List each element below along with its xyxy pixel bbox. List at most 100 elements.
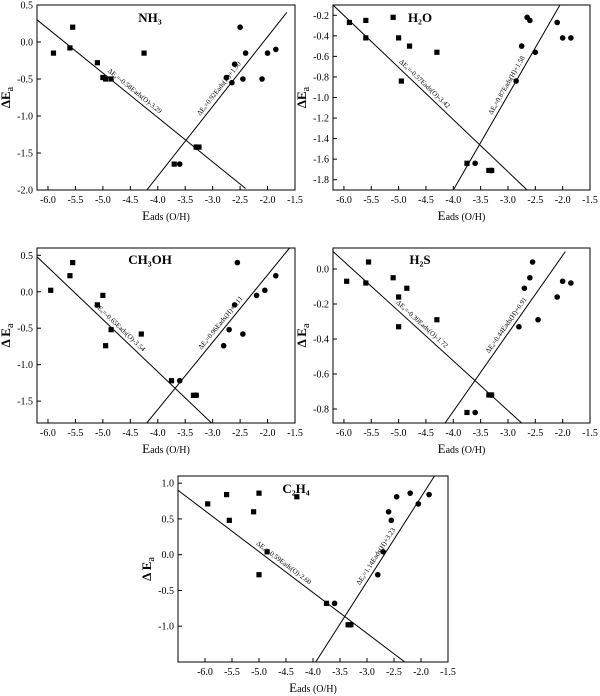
x-tick-label: -4.5 [418,195,434,206]
y-tick-label: -0.4 [313,335,329,346]
x-tick-label: -5.5 [68,428,84,439]
data-point-circle [472,409,478,416]
x-tick-label: -1.5 [582,195,598,206]
data-point-circle [559,278,566,285]
x-tick-label: -2.0 [260,195,276,206]
data-point-circle [518,43,525,49]
y-tick-label: -1.0 [17,360,33,371]
x-axis-label: Eads (O/H) [289,680,337,695]
data-point-square [251,509,257,515]
x-tick-label: -3.0 [205,195,221,206]
y-tick-label: 0.5 [21,251,34,262]
y-tick-label: -1.0 [313,93,329,104]
x-tick-label: -2.5 [232,428,248,439]
data-point-square [396,294,402,300]
data-point-circle [554,294,560,300]
data-point-square [67,45,73,51]
data-point-square [464,409,470,416]
data-point-square [365,259,372,265]
x-tick-label: -3.5 [473,428,489,439]
x-axis-label: Eads (O/H) [438,441,486,456]
data-point-circle [231,61,238,67]
data-point-circle [272,272,279,279]
y-axis-label: Δ Ea [0,323,16,347]
data-point-square [70,24,76,30]
fit-line [146,12,288,190]
x-tick-label: -4.5 [122,428,138,439]
panel-title: CH₃OH [128,252,172,267]
data-point-circle [426,491,432,498]
y-tick-label: -0.2 [313,300,329,311]
y-tick-label: 0.5 [21,1,34,12]
x-tick-label: -4.0 [150,428,166,439]
data-point-circle [388,517,395,524]
x-tick-label: -6.0 [336,195,352,206]
x-tick-label: -1.5 [440,667,456,678]
x-tick-label: -4.0 [445,195,461,206]
data-point-circle [226,326,232,333]
x-tick-label: -3.5 [177,195,193,206]
y-tick-label: -1.4 [313,134,329,145]
x-tick-label: -4.0 [305,667,321,678]
data-point-square [48,287,54,293]
data-point-circle [176,161,183,167]
data-point-square [100,74,106,81]
y-tick-label: -2.0 [17,186,33,197]
data-point-circle [229,79,235,86]
x-tick-label: -5.0 [391,195,407,206]
data-point-square [323,600,330,606]
data-point-square [396,35,402,41]
panel-title: H₂O [408,10,432,25]
data-point-square [434,317,440,323]
data-point-square [363,17,369,24]
y-tick-label: -1.2 [313,114,329,125]
y-tick-label: -0.5 [17,324,33,335]
y-tick-label: 1.0 [162,479,175,490]
data-point-square [464,160,470,166]
x-tick-label: -4.5 [278,667,294,678]
x-tick-label: -6.0 [40,195,56,206]
data-point-circle [272,46,279,53]
data-point-circle [559,35,566,41]
y-axis-label: Δ Ea [294,323,312,347]
data-point-circle [393,493,400,500]
data-point-square [94,302,100,308]
y-tick-label: -0.5 [17,75,33,86]
data-point-circle [223,74,230,81]
y-tick-label: -1.6 [313,155,329,166]
fit-line [37,256,212,423]
data-point-square [396,324,402,330]
fit-line [146,248,290,423]
data-point-circle [527,17,533,24]
y-tick-label: -0.6 [313,370,329,381]
data-point-circle [568,280,574,286]
y-tick-label: -0.5 [158,586,174,597]
x-tick-label: -2.0 [413,667,429,678]
data-point-circle [532,49,539,56]
data-point-square [108,327,114,333]
data-point-circle [554,19,560,26]
data-point-circle [253,292,260,299]
y-tick-label: -1.8 [313,175,329,186]
data-point-square [363,35,369,41]
data-point-circle [513,78,519,84]
x-tick-label: -3.0 [500,195,516,206]
data-point-circle [234,259,241,266]
y-tick-label: -0.4 [313,31,329,42]
x-tick-label: -2.5 [232,195,248,206]
fit-line [444,251,566,423]
plot-frame [36,4,296,191]
data-point-circle [237,24,243,31]
x-tick-label: -5.5 [363,195,379,206]
data-point-circle [176,377,183,384]
data-point-square [264,549,270,555]
x-tick-label: -5.0 [95,428,111,439]
x-tick-label: -1.5 [287,428,303,439]
x-tick-label: -2.5 [386,667,402,678]
y-tick-label: 0.0 [317,265,330,276]
x-tick-label: -3.0 [205,428,221,439]
data-point-square [434,49,440,55]
x-tick-label: -4.0 [445,428,461,439]
data-point-circle [220,342,227,349]
